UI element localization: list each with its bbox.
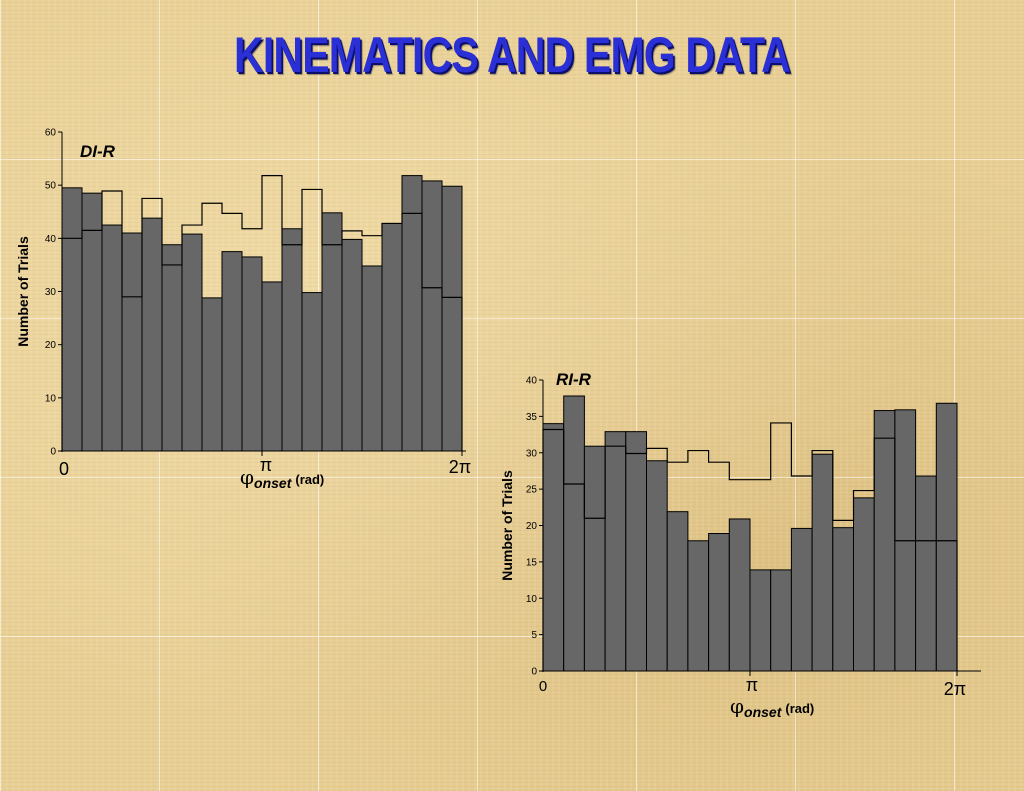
- bg-grid-v1: [0, 0, 1, 791]
- x-tick-label-zero: 0: [539, 678, 547, 695]
- bar: [853, 497, 875, 672]
- bar: [687, 540, 710, 672]
- bar: [61, 187, 83, 452]
- bar: [604, 431, 627, 672]
- bar: [646, 460, 668, 672]
- y-tick-label: 0: [531, 667, 537, 678]
- x-axis-unit: (rad): [295, 472, 324, 487]
- y-tick-label: 30: [45, 287, 57, 298]
- bar: [873, 410, 896, 672]
- bar: [708, 533, 730, 672]
- bar: [381, 222, 403, 452]
- bar: [201, 297, 223, 452]
- bar: [811, 453, 834, 672]
- bar: [101, 224, 123, 452]
- y-tick-label: 0: [50, 447, 56, 458]
- bar: [666, 511, 689, 672]
- outline-series-line: [542, 422, 958, 671]
- y-axis-label: Number of Trials: [15, 236, 31, 347]
- bar: [728, 518, 751, 672]
- x-tick-label-pi: π: [746, 675, 758, 695]
- bg-grid-v5: [636, 0, 637, 791]
- bg-grid-h2: [0, 318, 1024, 319]
- page-title: KINEMATICS AND EMG DATA: [234, 27, 791, 83]
- bg-grid-v4: [477, 0, 478, 791]
- bar: [261, 281, 283, 452]
- bg-grid-v6: [795, 0, 796, 791]
- y-tick-label: 60: [45, 128, 57, 139]
- bar: [161, 244, 183, 452]
- bar: [281, 228, 303, 452]
- y-tick-label: 10: [526, 594, 538, 605]
- bg-grid-h3: [0, 477, 1024, 478]
- y-tick-label: 25: [526, 485, 538, 496]
- bar: [563, 395, 585, 672]
- bg-grid-v7: [954, 0, 955, 791]
- bar: [832, 527, 854, 672]
- y-tick-label: 40: [526, 376, 538, 387]
- y-tick-label: 10: [45, 393, 57, 404]
- bar: [441, 185, 463, 452]
- bg-grid-h1: [0, 159, 1024, 160]
- bar: [341, 238, 363, 452]
- x-axis-subscript: onset: [744, 704, 783, 720]
- bar: [221, 251, 243, 452]
- y-tick-label: 50: [45, 181, 57, 192]
- bar: [625, 431, 647, 672]
- bg-grid-h4: [0, 636, 1024, 637]
- y-tick-label: 20: [45, 340, 57, 351]
- bar: [770, 569, 792, 672]
- y-tick-label: 15: [526, 557, 538, 568]
- x-tick-label-pi: π: [260, 455, 272, 475]
- bar: [790, 527, 813, 672]
- chart-title: DI-R: [80, 142, 116, 161]
- x-tick-label-2pi: 2π: [449, 457, 471, 477]
- x-tick-label-2pi: 2π: [944, 679, 966, 699]
- x-axis-symbol: φ: [240, 465, 254, 489]
- y-tick-label: 5: [531, 630, 537, 641]
- y-tick-label: 40: [45, 234, 57, 245]
- y-tick-label: 30: [526, 448, 538, 459]
- x-axis-unit: (rad): [785, 701, 814, 716]
- bar: [915, 475, 937, 672]
- bar: [141, 217, 163, 452]
- y-tick-label: 35: [526, 412, 538, 423]
- chart-2: 0 5 10 15 20 25 30 35 40 0 π 2π φonset (rad) Number of…: [499, 370, 981, 720]
- x-axis-subscript: onset: [254, 475, 293, 491]
- bar: [935, 402, 958, 672]
- bar: [583, 445, 606, 672]
- y-tick-label: 20: [526, 521, 538, 532]
- chart-title: RI-R: [556, 370, 592, 389]
- outline-series-line: [61, 174, 463, 451]
- bar: [81, 192, 103, 452]
- bar: [401, 175, 423, 452]
- bar: [421, 180, 443, 452]
- bar: [361, 265, 383, 452]
- bar: [301, 292, 323, 452]
- x-axis-label: φonset (rad): [730, 694, 814, 720]
- bar: [241, 256, 263, 452]
- x-axis-label: φonset (rad): [240, 465, 324, 491]
- x-axis-symbol: φ: [730, 694, 744, 718]
- y-axis-label: Number of Trials: [499, 470, 515, 581]
- bar: [121, 232, 143, 452]
- bar: [542, 423, 565, 672]
- chart-1: 0 10 20 30 40 50 60 0 π 2π φonset (rad) Number of Tr…: [15, 128, 471, 492]
- bar: [321, 212, 343, 452]
- x-tick-label-zero: 0: [59, 459, 69, 479]
- bar: [181, 233, 203, 452]
- bar: [749, 569, 772, 672]
